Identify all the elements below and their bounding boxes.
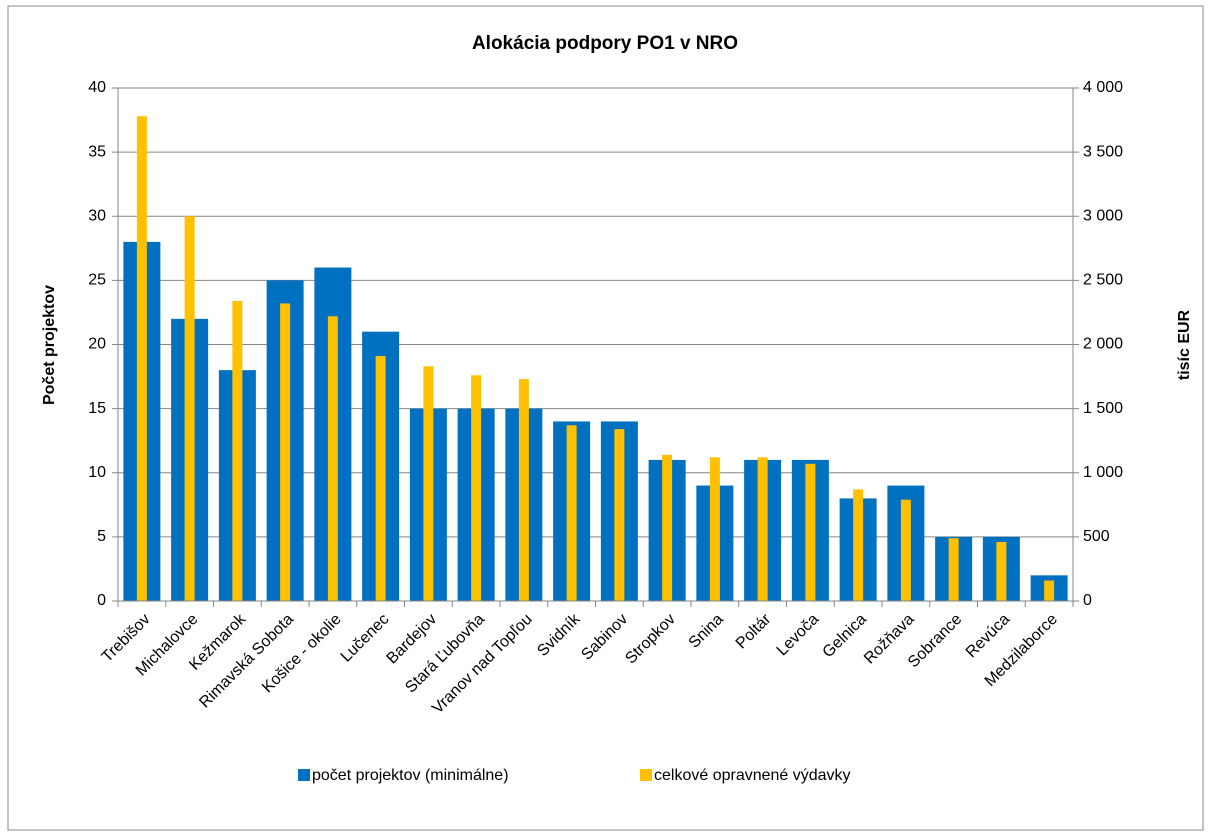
legend-label: počet projektov (minimálne) xyxy=(312,767,509,784)
y2-tick-label: 3 500 xyxy=(1083,143,1123,160)
bar xyxy=(1044,580,1055,601)
legend-label: celkové opravnené výdavky xyxy=(654,767,851,784)
y-axis-title: Počet projektov xyxy=(41,285,58,405)
y2-tick-label: 3 000 xyxy=(1083,207,1123,224)
bar xyxy=(853,489,864,601)
y-tick-label: 15 xyxy=(88,400,106,417)
y2-tick-label: 500 xyxy=(1083,528,1110,545)
bar xyxy=(566,425,577,601)
bar xyxy=(518,379,529,601)
bar xyxy=(805,463,816,601)
bar xyxy=(948,538,959,601)
bar xyxy=(709,457,720,601)
y2-axis-title: tisíc EUR xyxy=(1176,309,1193,380)
bar xyxy=(232,300,243,601)
y2-tick-label: 4 000 xyxy=(1083,79,1123,96)
y-tick-label: 10 xyxy=(88,464,106,481)
bar xyxy=(327,316,338,601)
y2-tick-label: 2 000 xyxy=(1083,336,1123,353)
bar xyxy=(614,429,625,601)
bar xyxy=(757,457,768,601)
legend-swatch xyxy=(298,769,310,781)
chart-title: Alokácia podpory PO1 v NRO xyxy=(472,33,738,54)
y-tick-label: 40 xyxy=(88,79,106,96)
y-tick-label: 5 xyxy=(97,528,106,545)
y2-tick-label: 2 500 xyxy=(1083,272,1123,289)
bar xyxy=(280,303,291,601)
y2-tick-label: 1 000 xyxy=(1083,464,1123,481)
bar xyxy=(375,356,386,601)
y-tick-label: 20 xyxy=(88,336,106,353)
y-tick-label: 0 xyxy=(97,592,106,609)
y-tick-label: 35 xyxy=(88,143,106,160)
y-tick-label: 25 xyxy=(88,272,106,289)
bar xyxy=(900,499,911,601)
bar xyxy=(423,366,434,601)
y2-tick-label: 1 500 xyxy=(1083,400,1123,417)
legend-swatch xyxy=(640,769,652,781)
bar xyxy=(662,454,673,601)
y-tick-label: 30 xyxy=(88,207,106,224)
bar xyxy=(996,542,1007,601)
y2-tick-label: 0 xyxy=(1083,592,1092,609)
bar xyxy=(471,375,482,601)
bar xyxy=(184,216,195,601)
bar xyxy=(136,116,147,601)
